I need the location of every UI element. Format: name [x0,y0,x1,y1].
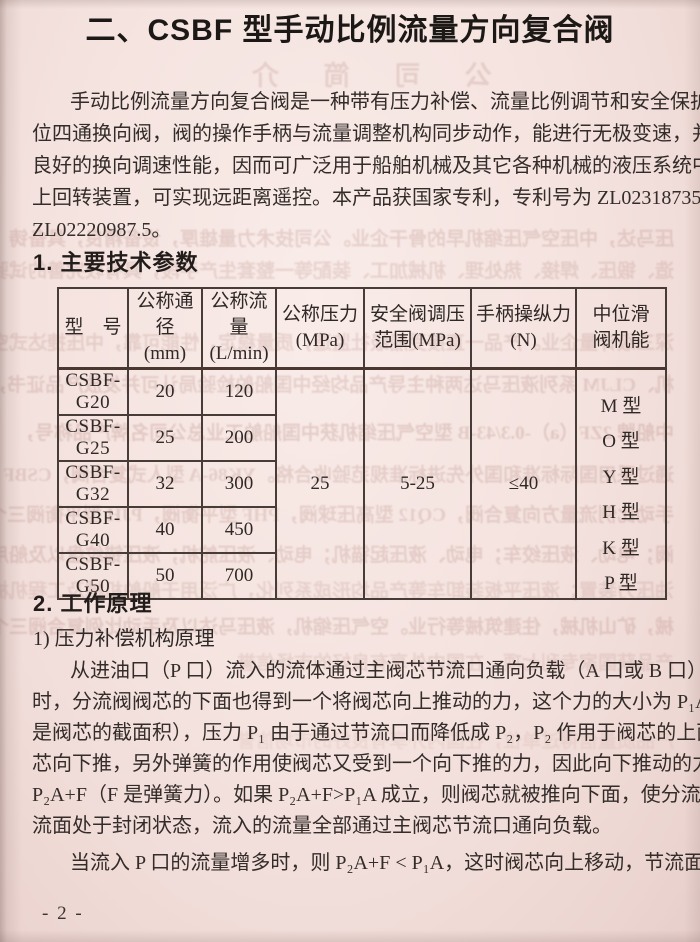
cell-flow: 300 [201,461,276,508]
table-row: CSBF-G25 25 200 [57,415,666,462]
header-label: 中位滑 [592,304,650,325]
cell-flow: 120 [201,368,276,416]
specs-table: 型 号 公称通径 (mm) 公称流量 (L/min) 公称压力 (MPa) [57,287,667,600]
closing-line: 当流入 P 口的流量增多时，则 P₂A+F < P₁A，这时阀芯向上移动，节流面… [70,852,700,874]
header-label: (L/min) [209,343,269,364]
header-cell-spool-function: 中位滑 阀机能 [575,288,666,370]
table-row: CSBF-G40 40 450 [57,507,666,554]
cell-model: CSBF-G25 [57,415,128,462]
header-cell-pressure: 公称压力 (MPa) [275,288,364,370]
header-cell-model: 型 号 [57,288,128,370]
intro-line: ZL02220987.5。 [32,219,172,241]
principle-line: 芯向下推，另外弹簧的作用使阀芯又受到一个向下推的力，因此向下推动的力为 [32,753,700,775]
page-number: - 2 - [42,903,84,924]
table-header-row: 型 号 公称通径 (mm) 公称流量 (L/min) 公称压力 (MPa) [57,288,666,370]
principle-line: 时，分流阀阀芯的下面也得到一个将阀芯向上推动的力，这个力的大小为 P₁A（A [32,691,700,713]
header-label: 公称通径 [136,291,194,338]
cell-flow: 200 [201,415,276,462]
cell-model: CSBF-G40 [57,507,128,554]
spool-function-item: Y 型 [602,466,640,488]
cell-diameter: 32 [127,461,202,508]
header-cell-handle-force: 手柄操纵力 (N) [470,288,576,370]
intro-line: 手动比例流量方向复合阀是一种带有压力补偿、流量比例调节和安全保护的三 [70,91,700,113]
principle-line: 是阀芯的截面积），压力 P₁ 由于通过节流口而降低成 P₂，P₂ 作用于阀芯的上… [32,722,700,744]
intro-line: 上回转装置，可实现远距离遥控。本产品获国家专利，专利号为 ZL02318735.… [32,187,700,209]
header-label: 公称流量 [210,291,268,338]
table-row: CSBF-G20 20 120 25 5-25 ≤40 M 型 O 型 Y 型 … [57,368,666,599]
principle-line: 流面处于封闭状态，流入的流量全部通过主阀芯节流口通向负载。 [32,815,612,837]
merged-cell-handle-force: ≤40 [470,368,576,599]
cell-flow: 700 [201,553,276,599]
merged-cell-spool-functions: M 型 O 型 Y 型 H 型 K 型 P 型 [575,368,666,599]
header-label: (mm) [143,343,187,364]
merged-cell-relief-range: 5-25 [363,368,471,599]
closing-paragraph: 当流入 P 口的流量增多时，则 P₂A+F < P₁A，这时阀芯向上移动，节流面… [32,848,700,879]
intro-line: 良好的换向调速性能，因而可广泛用于船舶机械及其它各种机械的液压系统中，配 [32,155,700,177]
table-row: CSBF-G32 32 300 [57,461,666,508]
table-row: CSBF-G50 50 700 [57,553,666,599]
cell-model: CSBF-G32 [57,461,128,508]
principle-line: P₂A+F（F 是弹簧力）。如果 P₂A+F>P₁A 成立，则阀芯就被推向下面，… [32,784,700,806]
header-cell-diameter: 公称通径 (mm) [127,288,202,370]
spool-function-item: O 型 [602,431,640,453]
cell-diameter: 40 [127,507,202,554]
principle-line: 从进油口（P 口）流入的流体通过主阀芯节流口通向负载（A 口或 B 口）的同 [70,660,700,682]
header-cell-relief-range: 安全阀调压 范围(MPa) [363,288,471,370]
header-label: (N) [510,330,537,351]
header-label: 安全阀调压 [369,304,465,325]
page-title: 二、CSBF 型手动比例流量方向复合阀 [85,14,615,47]
cell-model: CSBF-G20 [57,368,128,416]
cell-flow: 450 [201,507,276,554]
merged-cell-pressure: 25 [275,368,364,599]
cell-diameter: 20 [127,368,202,416]
spool-function-item: M 型 [600,396,642,417]
spool-function-item: P 型 [604,572,638,594]
header-cell-flow: 公称流量 (L/min) [201,288,276,370]
intro-line: 位四通换向阀，阀的操作手柄与流量调整机构同步动作，能进行无极变速，并具有 [32,123,700,145]
specs-section-heading: 1. 主要技术参数 [33,250,199,275]
principle-section-heading: 2. 工作原理 [33,591,153,616]
header-label: 公称压力 [281,304,358,325]
intro-paragraph: 手动比例流量方向复合阀是一种带有压力补偿、流量比例调节和安全保护的三 位四通换向… [32,86,700,246]
cell-diameter: 50 [127,553,202,599]
subsection-heading: 1) 压力补偿机构原理 [33,628,215,650]
principle-paragraph: 从进油口（P 口）流入的流体通过主阀芯节流口通向负载（A 口或 B 口）的同 时… [32,656,700,842]
cell-diameter: 25 [127,415,202,462]
spool-function-list: M 型 O 型 Y 型 H 型 K 型 P 型 [577,373,665,595]
header-label: 手柄操纵力 [475,304,571,325]
header-label: (MPa) [295,330,345,351]
cell-model: CSBF-G50 [57,553,128,599]
header-label: 范围(MPa) [374,330,461,351]
header-label: 型 号 [64,317,122,338]
spool-function-item: K 型 [602,537,640,559]
spool-function-item: H 型 [602,502,640,524]
header-label: 阀机能 [592,330,650,351]
